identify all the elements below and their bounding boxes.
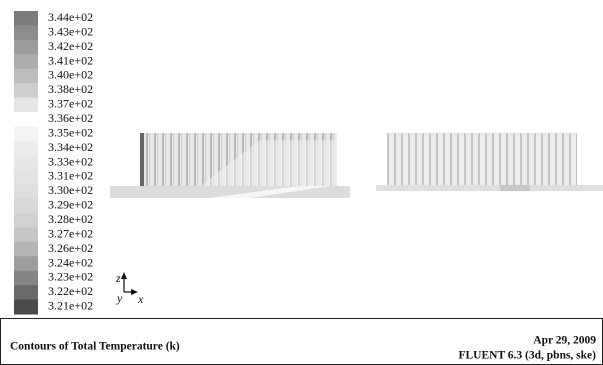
colorbar-label: 3.28e+02 [48,212,93,226]
z-label: z [115,271,121,285]
colorbar-label: 3.31e+02 [48,169,93,183]
right-base [376,185,603,191]
colorbar-label: 3.36e+02 [48,111,93,125]
footer-solver: FLUENT 6.3 (3d, pbns, ske) [458,350,596,362]
colorbar-swatch [14,213,38,228]
footer-date: Apr 29, 2009 [533,335,596,347]
colorbar-label: 3.41e+02 [48,53,93,67]
colorbar-label: 3.24e+02 [48,255,93,269]
right-base-hot [500,185,530,191]
colorbar-swatch [14,40,38,55]
colorbar-swatch [14,112,38,127]
colorbar-label: 3.27e+02 [48,226,93,240]
colorbar-swatch [14,256,38,271]
colorbar-swatch [14,285,38,300]
colorbar-label: 3.40e+02 [48,68,93,82]
colorbar-swatch [14,25,38,40]
colorbar-swatch [14,11,38,26]
colorbar-label: 3.34e+02 [48,140,93,154]
colorbar-label: 3.33e+02 [48,154,93,168]
colorbar-label: 3.29e+02 [48,198,93,212]
colorbar-label: 3.43e+02 [48,24,93,38]
colorbar-label: 3.38e+02 [48,82,93,96]
x-label: x [137,292,144,306]
colorbar-swatch [14,170,38,185]
colorbar-swatch [14,271,38,286]
colorbar-label: 3.42e+02 [48,39,93,53]
colorbar-swatch [14,54,38,69]
colorbar-label: 3.37e+02 [48,97,93,111]
colorbar-swatch [14,98,38,113]
fluent-window: 3.44e+023.43e+023.42e+023.41e+023.40e+02… [0,0,603,365]
z-arrowhead [121,272,127,279]
colorbar-swatch [14,155,38,170]
colorbar-label: 3.21e+02 [48,299,93,313]
colorbar-swatch [14,242,38,257]
colorbar-label: 3.23e+02 [48,270,93,284]
left-fin-edge [140,133,144,186]
colorbar-swatch [14,184,38,199]
colorbar-swatch [14,83,38,98]
colorbar-label: 3.35e+02 [48,125,93,139]
colorbar-label: 3.44e+02 [48,10,93,24]
footer-title: Contours of Total Temperature (k) [10,341,180,353]
x-arrowhead [131,289,138,295]
colorbar-swatch [14,69,38,84]
axis-triad: z y x [115,271,144,306]
colorbar-swatch [14,227,38,242]
colorbar-label: 3.30e+02 [48,183,93,197]
contour-geometry [110,133,603,198]
colorbar: 3.44e+023.43e+023.42e+023.41e+023.40e+02… [14,10,93,315]
colorbar-swatch [14,199,38,214]
y-label: y [116,291,123,305]
colorbar-label: 3.22e+02 [48,284,93,298]
colorbar-swatch [14,300,38,315]
right-fins [387,133,577,185]
colorbar-swatch [14,141,38,156]
colorbar-label: 3.26e+02 [48,241,93,255]
colorbar-swatch [14,126,38,141]
